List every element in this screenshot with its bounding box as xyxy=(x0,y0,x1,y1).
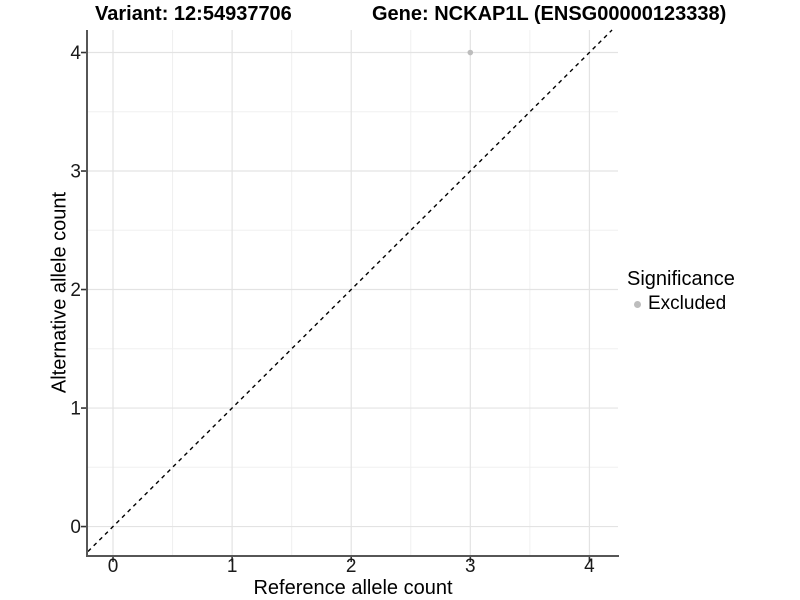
legend-item-excluded: Excluded xyxy=(627,293,735,315)
y-tick-label: 1 xyxy=(70,399,81,420)
x-tick-label: 0 xyxy=(108,556,119,577)
y-tick-label: 0 xyxy=(70,517,81,538)
plot-title-variant: Variant: 12:54937706 xyxy=(95,3,292,25)
legend-item-label: Excluded xyxy=(648,293,727,314)
y-tick-label: 4 xyxy=(70,43,81,64)
y-axis-label: Alternative allele count xyxy=(48,191,71,394)
plot-title-gene: Gene: NCKAP1L (ENSG00000123338) xyxy=(372,3,727,25)
legend-point-icon xyxy=(634,300,641,308)
x-tick-label: 3 xyxy=(465,556,476,577)
identity-reference-line xyxy=(87,29,613,552)
x-tick-label: 2 xyxy=(346,556,357,577)
legend: Significance Excluded xyxy=(627,268,735,315)
x-tick-label: 1 xyxy=(227,556,238,577)
legend-title: Significance xyxy=(627,268,735,290)
y-tick-label: 2 xyxy=(70,280,81,301)
y-tick-label: 3 xyxy=(70,162,81,183)
x-tick-label: 4 xyxy=(584,556,595,577)
data-point xyxy=(467,49,474,56)
x-axis-label: Reference allele count xyxy=(253,577,453,599)
